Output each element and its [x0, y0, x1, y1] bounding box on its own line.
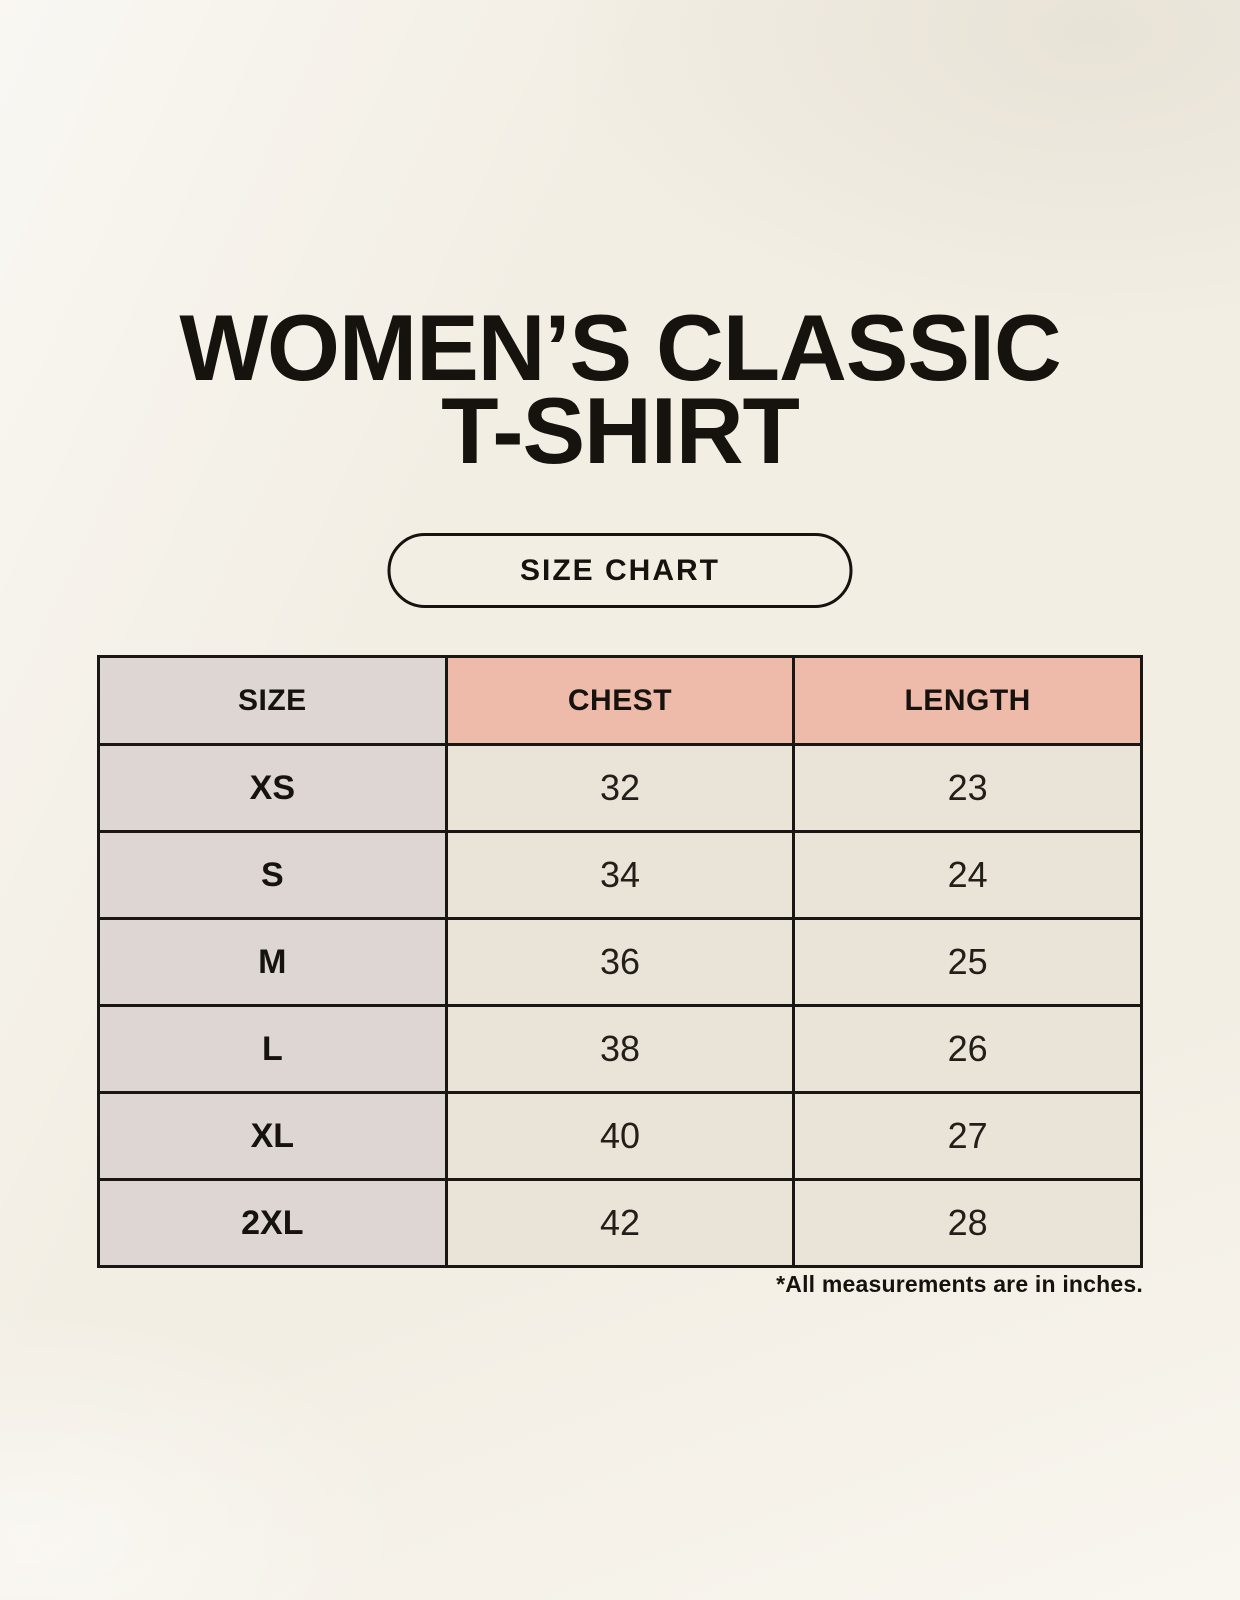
column-header-length: LENGTH: [792, 655, 1143, 746]
page-title: WOMEN’S CLASSIC T-SHIRT: [0, 295, 1240, 484]
length-cell: 27: [792, 1091, 1143, 1181]
size-cell: M: [97, 917, 448, 1007]
size-table: SIZE CHEST LENGTH XS 32 23 S 34 24 M 36 …: [97, 655, 1143, 1268]
length-cell: 25: [792, 917, 1143, 1007]
page-title-line-2: T-SHIRT: [441, 378, 800, 484]
chest-cell: 40: [444, 1091, 796, 1181]
size-cell: XS: [97, 743, 448, 833]
column-header-chest: CHEST: [444, 655, 796, 746]
length-cell: 24: [792, 830, 1143, 920]
table-row-l: L 38 26: [97, 1004, 1143, 1094]
chest-cell: 36: [444, 917, 796, 1007]
size-chart-badge[interactable]: SIZE CHART: [387, 533, 853, 608]
table-header-row: SIZE CHEST LENGTH: [97, 655, 1143, 746]
table-row-xs: XS 32 23: [97, 743, 1143, 833]
page-title-line-1: WOMEN’S CLASSIC: [179, 295, 1061, 400]
chest-cell: 38: [444, 1004, 796, 1094]
table-row-xl: XL 40 27: [97, 1091, 1143, 1181]
table-row-s: S 34 24: [97, 830, 1143, 920]
table-row-2xl: 2XL 42 28: [97, 1178, 1143, 1268]
length-cell: 26: [792, 1004, 1143, 1094]
table-row-m: M 36 25: [97, 917, 1143, 1007]
size-cell: 2XL: [97, 1178, 448, 1268]
size-chart-badge-label: SIZE CHART: [520, 553, 720, 587]
size-cell: XL: [97, 1091, 448, 1181]
column-header-size: SIZE: [97, 655, 448, 746]
length-cell: 23: [792, 743, 1143, 833]
size-cell: S: [97, 830, 448, 920]
size-cell: L: [97, 1004, 448, 1094]
chest-cell: 42: [444, 1178, 796, 1268]
measurements-note: *All measurements are in inches.: [776, 1271, 1143, 1297]
length-cell: 28: [792, 1178, 1143, 1268]
chest-cell: 34: [444, 830, 796, 920]
chest-cell: 32: [444, 743, 796, 833]
